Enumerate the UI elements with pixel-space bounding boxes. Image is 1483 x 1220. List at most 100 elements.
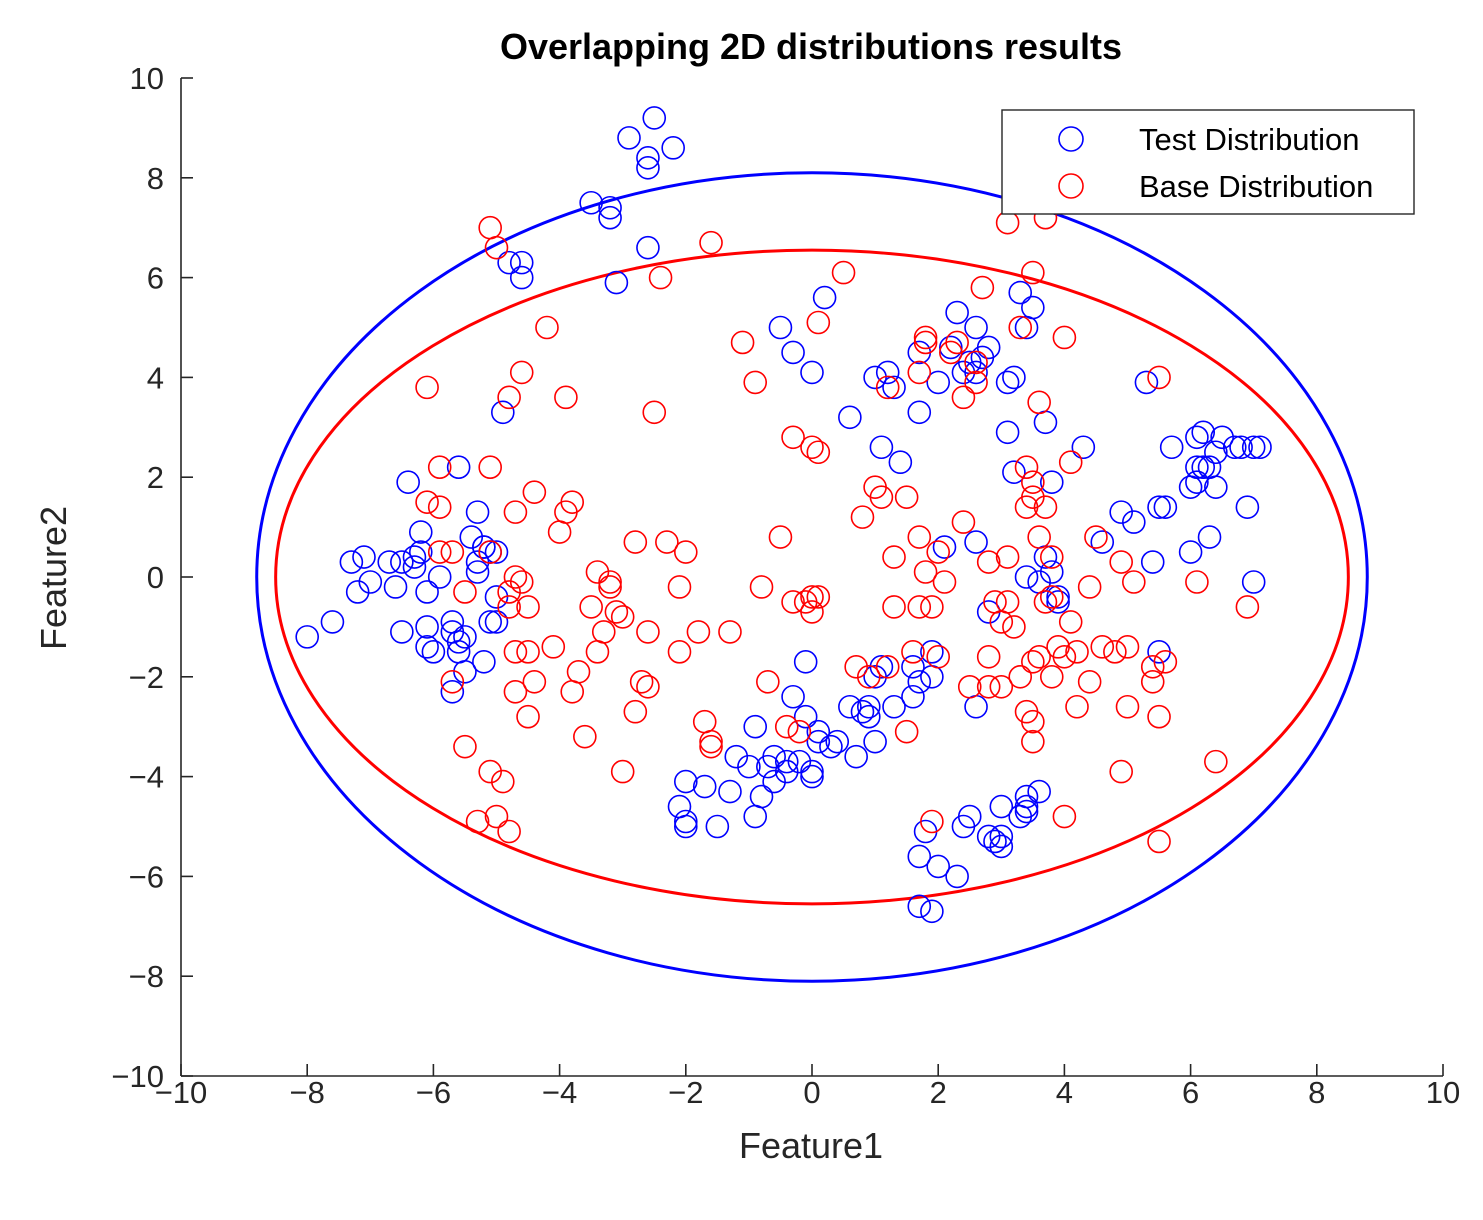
test-point [440,610,465,634]
base-point [951,510,976,534]
base-point [1008,664,1033,689]
test-point [598,195,622,220]
test-point [1140,550,1165,574]
test-point [484,585,509,609]
test-point [1014,794,1039,819]
base-point [648,265,673,290]
test-point [453,660,477,684]
test-point [1235,495,1260,519]
test-point [901,684,925,709]
test-point [339,550,364,574]
test-point [1039,560,1064,584]
test-point [793,650,818,674]
test-point [737,754,761,779]
test-point [692,774,717,799]
base-point [964,350,988,375]
base-point [995,210,1020,235]
x-axis-ticks: −10 −8 −6 −4 −2 0 2 4 6 8 10 [155,1064,1460,1110]
base-point [699,729,723,754]
base-point [629,669,654,694]
base-point [964,370,988,395]
test-point [1039,470,1064,494]
x-tick-label: 0 [803,1075,820,1110]
base-point [655,530,679,554]
y-tick-label: −4 [129,760,164,795]
test-point [295,625,320,649]
y-tick-label: 4 [147,360,164,395]
base-point [1065,640,1089,664]
base-point [970,275,995,300]
test-point [1046,585,1070,609]
y-tick-label: 6 [147,261,164,296]
test-point [964,530,988,554]
base-point [497,385,521,410]
base-point [894,719,919,744]
base-point [1065,694,1089,719]
base-point [869,485,894,509]
test-point [1191,420,1216,445]
base-point [610,759,635,784]
test-point [882,694,906,719]
test-point [1185,470,1209,494]
base-point [1027,645,1051,669]
test-point [472,535,496,559]
base-point [781,425,805,450]
base-point [1027,525,1051,549]
test-point [812,285,837,310]
test-point [781,340,805,365]
base-point [907,360,932,385]
base-point [932,570,957,594]
test-point [1153,495,1178,519]
base-point [610,605,635,629]
base-point [535,315,559,340]
test-point [446,640,471,664]
test-point [396,470,420,494]
test-point [926,854,951,879]
base-point [1021,485,1045,509]
test-point [642,106,667,130]
test-point [869,435,894,460]
base-point [440,540,465,564]
base-point [1122,570,1146,594]
test-point [1090,530,1115,554]
test-point [427,565,452,589]
test-point [762,744,786,769]
test-point [352,545,376,569]
test-point [907,340,932,365]
base-point [1052,804,1077,829]
test-point [377,550,402,574]
test-point [446,630,471,654]
axes [180,78,1443,1077]
test-point [1229,435,1253,460]
test-point [1122,510,1146,534]
test-point [1204,440,1228,465]
test-point [1027,779,1051,804]
base-point [522,669,547,694]
test-point [1204,475,1228,499]
base-point [1021,470,1045,494]
base-point [667,640,692,664]
test-point [453,625,477,649]
x-tick-label: −6 [416,1075,451,1110]
test-point [1241,435,1266,460]
test-point [509,250,534,275]
y-tick-label: −2 [129,660,164,695]
base-point [939,340,963,365]
base-point [926,645,951,669]
base-point [983,590,1007,614]
test-point [800,360,824,385]
test-point [390,620,414,644]
test-point [465,550,490,574]
y-tick-label: 8 [147,161,164,196]
test-point [1210,425,1234,450]
test-point [415,580,439,604]
base-point [882,595,906,619]
test-point [673,809,698,834]
test-point [907,844,932,869]
base-point [774,714,799,739]
test-point [509,265,534,290]
base-point [491,769,515,794]
test-point [920,899,944,924]
base-point [440,669,465,694]
test-point [787,749,812,774]
